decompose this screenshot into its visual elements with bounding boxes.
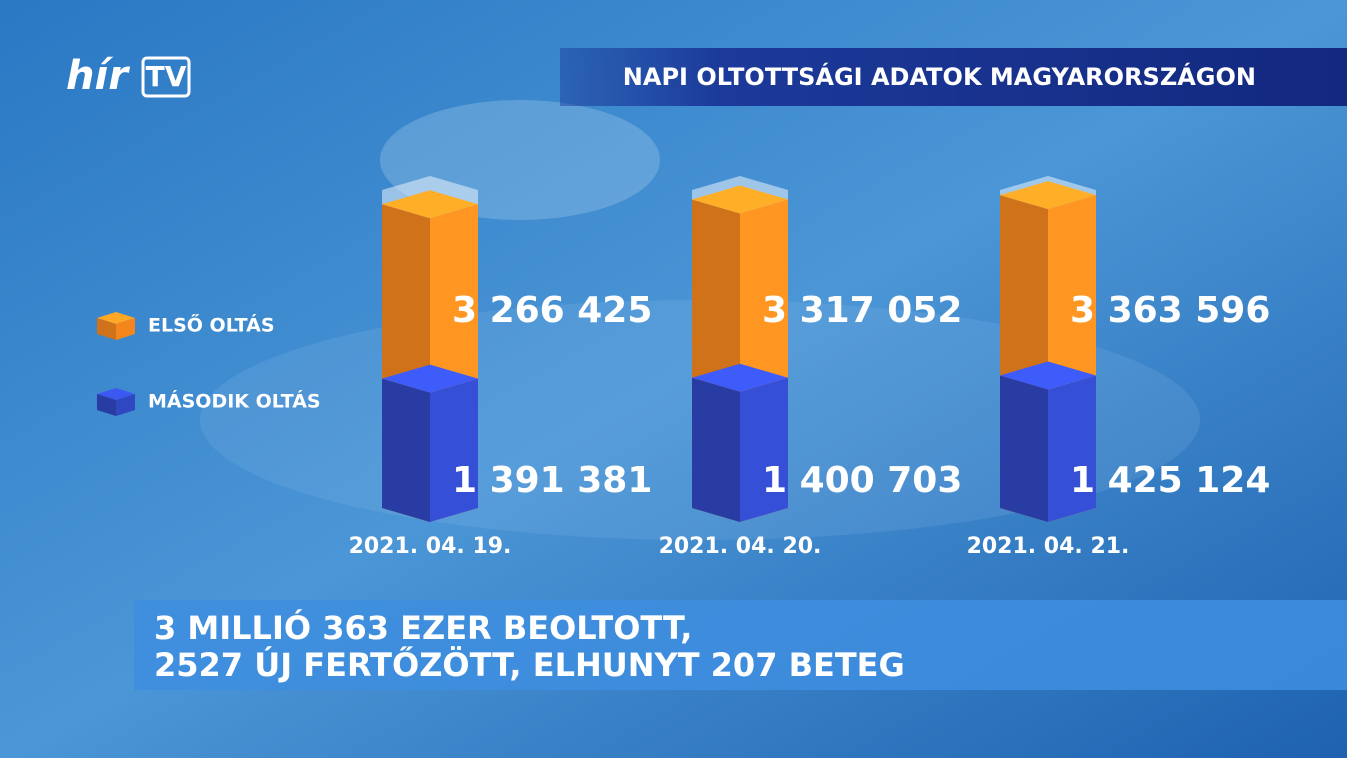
logo: TV: [146, 60, 187, 93]
bar-face: [1000, 181, 1096, 210]
value-label: 1 391 381: [452, 460, 652, 501]
bar-face: [692, 185, 788, 214]
caption-line: 3 MILLIÓ 363 EZER BEOLTOTT,: [154, 608, 692, 647]
value-label: 3 266 425: [452, 290, 652, 331]
caption-line: 2527 ÚJ FERTŐZÖTT, ELHUNYT 207 BETEG: [154, 645, 905, 684]
value-label: 3 317 052: [762, 290, 962, 331]
legend-swatch: [97, 394, 116, 416]
bar-face: [692, 363, 788, 392]
bar-face: [382, 364, 478, 393]
logo: hír: [66, 53, 130, 99]
bar: [692, 363, 788, 522]
logo-box: [141, 56, 191, 98]
x-tick-label: 2021. 04. 19.: [349, 534, 512, 559]
bar: [382, 364, 478, 522]
bar-face: [1048, 375, 1096, 522]
x-tick-label: 2021. 04. 21.: [967, 534, 1130, 559]
bar: [1000, 361, 1096, 522]
legend-label: MÁSODIK OLTÁS: [148, 390, 321, 413]
bar-face: [1000, 375, 1048, 522]
bar-face: [382, 378, 430, 522]
bar-face: [382, 190, 478, 219]
x-tick-label: 2021. 04. 20.: [659, 534, 822, 559]
caption-box: [134, 600, 1347, 690]
bar-face: [740, 377, 788, 522]
bar-face: [692, 377, 740, 522]
chart-title: NAPI OLTOTTSÁGI ADATOK MAGYARORSZÁGON: [623, 62, 1256, 91]
title-bar: [560, 48, 1347, 106]
bar-face: [1000, 361, 1096, 390]
bar-face: [430, 378, 478, 522]
legend-label: ELSŐ OLTÁS: [148, 313, 275, 337]
legend-swatch: [97, 318, 116, 340]
value-label: 1 400 703: [762, 460, 962, 501]
legend-swatch: [116, 318, 135, 340]
legend-swatch: [116, 394, 135, 416]
value-label: 3 363 596: [1070, 290, 1270, 331]
value-label: 1 425 124: [1070, 460, 1270, 501]
